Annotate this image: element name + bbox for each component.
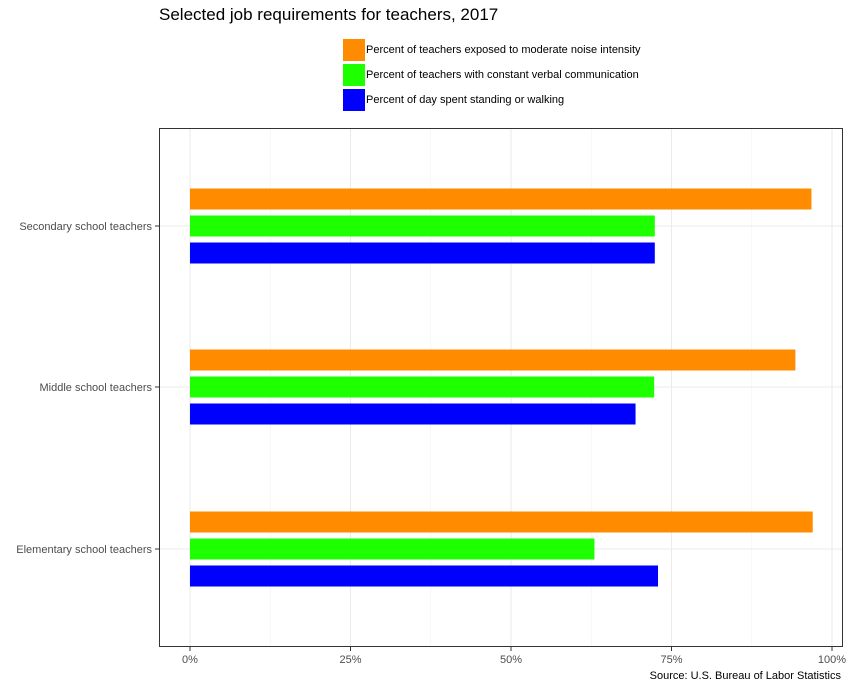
x-tick-label: 100% bbox=[818, 654, 846, 666]
bar-verbal-2 bbox=[190, 538, 595, 560]
bar-standing-2 bbox=[190, 565, 659, 587]
legend-label-noise: Percent of teachers exposed to moderate … bbox=[366, 44, 641, 56]
bar-verbal-1 bbox=[190, 376, 655, 398]
legend-swatch-verbal bbox=[343, 64, 365, 86]
legend: Percent of teachers exposed to moderate … bbox=[343, 38, 641, 113]
legend-item-standing: Percent of day spent standing or walking bbox=[343, 88, 641, 112]
x-tick-label: 75% bbox=[660, 654, 682, 666]
x-tick-label: 0% bbox=[182, 654, 198, 666]
bar-verbal-0 bbox=[190, 215, 655, 237]
bar-standing-1 bbox=[190, 403, 636, 425]
bar-standing-0 bbox=[190, 242, 655, 264]
y-tick-label: Middle school teachers bbox=[39, 382, 152, 394]
panel-border bbox=[159, 128, 843, 647]
bar-noise-2 bbox=[190, 511, 813, 533]
legend-swatch-standing bbox=[343, 89, 365, 111]
legend-swatch-noise bbox=[343, 39, 365, 61]
x-tick-label: 25% bbox=[339, 654, 361, 666]
bar-noise-0 bbox=[190, 188, 812, 210]
x-tick-label: 50% bbox=[500, 654, 522, 666]
y-tick-label: Secondary school teachers bbox=[19, 221, 152, 233]
source-caption: Source: U.S. Bureau of Labor Statistics bbox=[649, 670, 841, 682]
legend-item-noise: Percent of teachers exposed to moderate … bbox=[343, 38, 641, 62]
legend-label-verbal: Percent of teachers with constant verbal… bbox=[366, 69, 639, 81]
legend-label-standing: Percent of day spent standing or walking bbox=[366, 94, 565, 106]
chart-title: Selected job requirements for teachers, … bbox=[159, 5, 499, 24]
y-tick-label: Elementary school teachers bbox=[16, 544, 152, 556]
bar-noise-1 bbox=[190, 349, 796, 371]
legend-item-verbal: Percent of teachers with constant verbal… bbox=[343, 63, 641, 87]
